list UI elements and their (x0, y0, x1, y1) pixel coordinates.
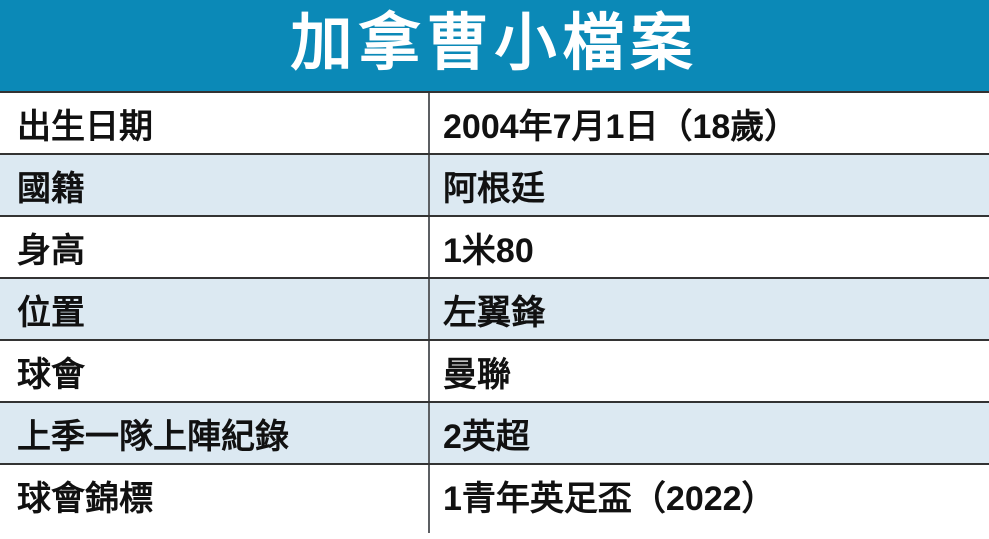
row-label-club: 球會 (0, 341, 430, 401)
table-row: 球會錦標 1青年英足盃（2022） (0, 463, 989, 525)
column-divider-stub (0, 525, 430, 533)
row-value-position: 左翼鋒 (443, 293, 545, 332)
profile-title: 加拿曹小檔案 (290, 8, 699, 78)
profile-header: 加拿曹小檔案 (0, 0, 989, 91)
table-row: 國籍 阿根廷 (0, 153, 989, 215)
table-footer-space (0, 525, 989, 533)
table-row: 出生日期 2004年7月1日（18歲） (0, 91, 989, 153)
table-row: 球會 曼聯 (0, 339, 989, 401)
row-label-appearances: 上季一隊上陣紀錄 (0, 403, 430, 463)
table-row: 位置 左翼鋒 (0, 277, 989, 339)
row-label-birthdate: 出生日期 (0, 93, 430, 153)
row-label-position: 位置 (0, 279, 430, 339)
row-value-nationality: 阿根廷 (443, 169, 545, 208)
row-label-trophies: 球會錦標 (0, 465, 430, 525)
row-value-birthdate: 2004年7月1日（18歲） (443, 107, 799, 146)
profile-table: 出生日期 2004年7月1日（18歲） 國籍 阿根廷 身高 1米80 位置 左翼… (0, 91, 989, 539)
row-value-club: 曼聯 (443, 355, 511, 394)
row-value-height: 1米80 (443, 231, 534, 270)
table-row: 身高 1米80 (0, 215, 989, 277)
row-label-nationality: 國籍 (0, 155, 430, 215)
row-value-trophies: 1青年英足盃（2022） (443, 479, 776, 518)
row-value-appearances: 2英超 (443, 417, 530, 456)
row-label-height: 身高 (0, 217, 430, 277)
table-row: 上季一隊上陣紀錄 2英超 (0, 401, 989, 463)
